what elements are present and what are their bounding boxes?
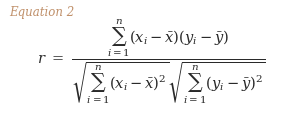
Text: $r\ =\ \dfrac{\sum_{i=1}^{n}(x_i-\bar{x})(y_i-\bar{y})}{\sqrt{\sum_{i=1}^{n}(x_i: $r\ =\ \dfrac{\sum_{i=1}^{n}(x_i-\bar{x}…: [37, 18, 266, 105]
Text: Equation 2: Equation 2: [9, 6, 74, 19]
